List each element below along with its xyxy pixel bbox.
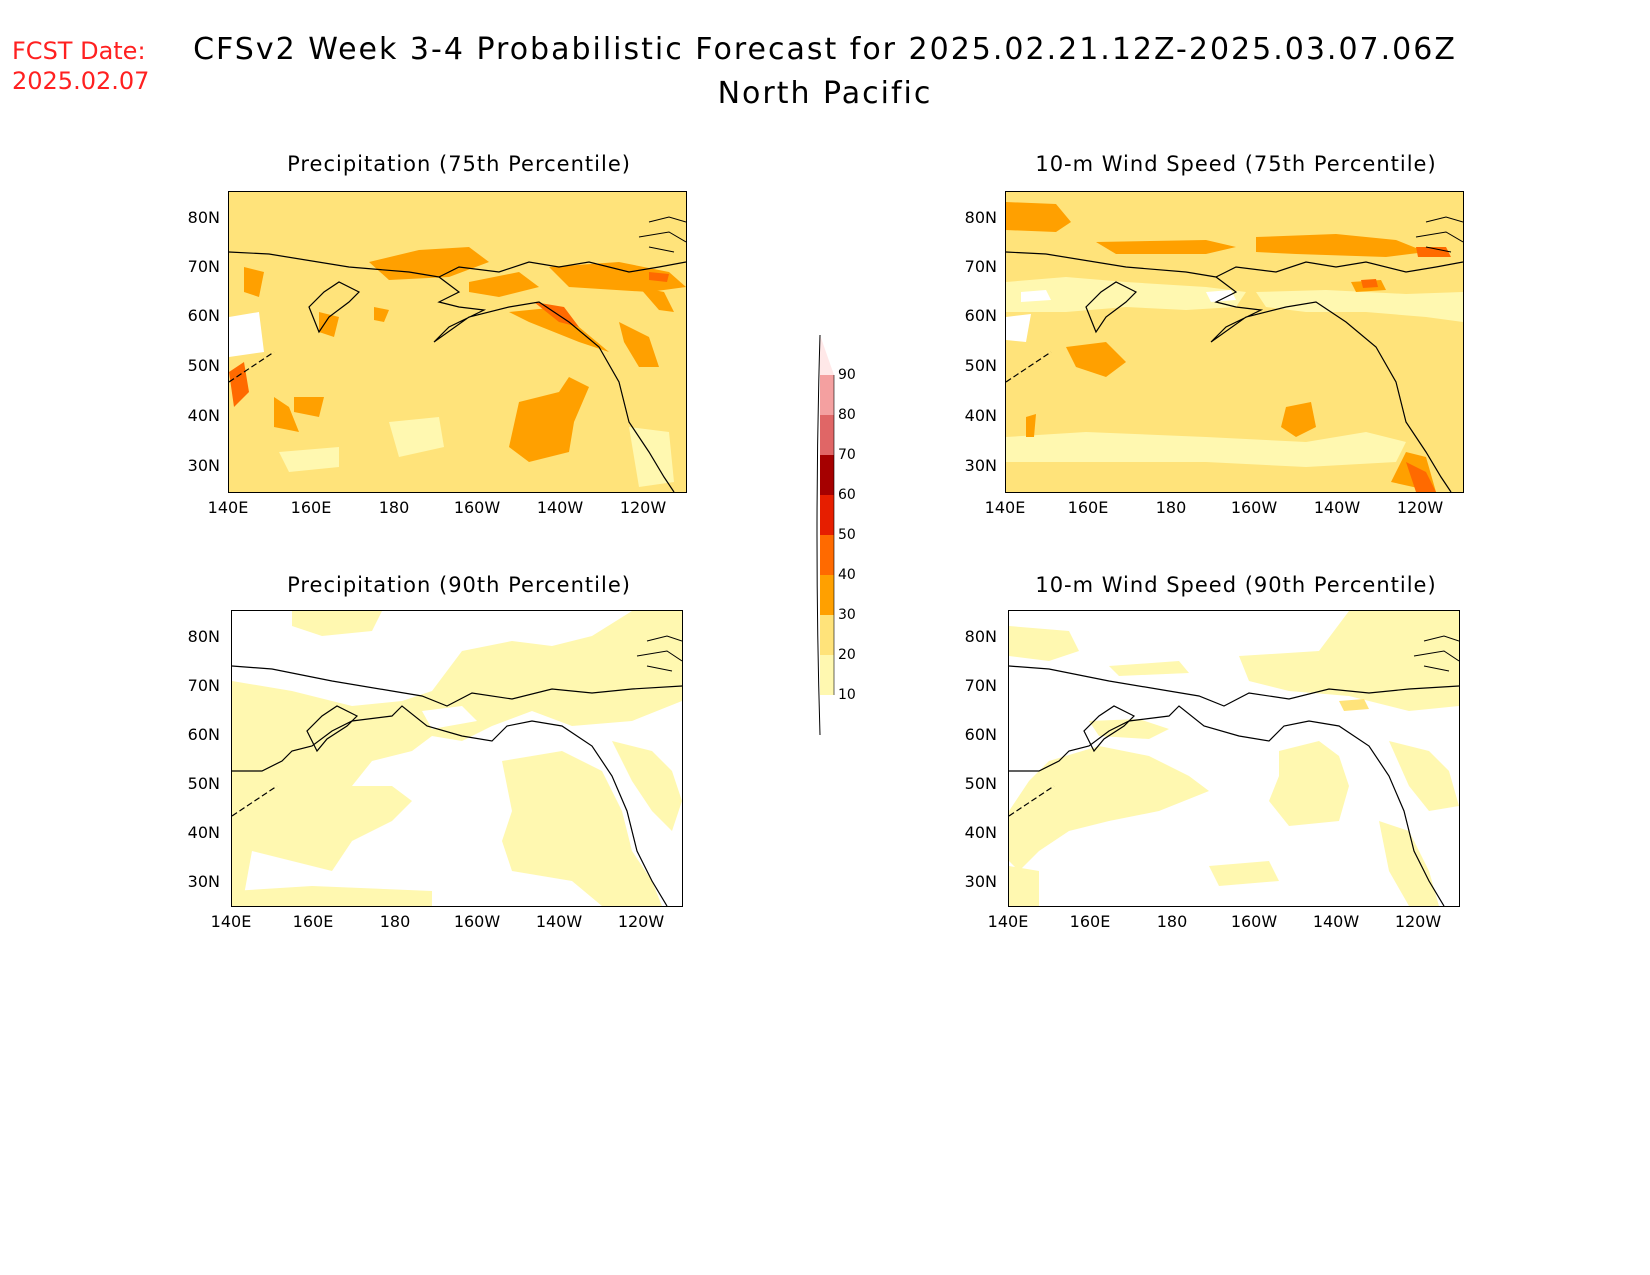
colorbar-label: 90 [838, 367, 856, 383]
lat-label: 40N [964, 406, 997, 425]
lat-label: 30N [187, 456, 220, 475]
lon-label: 160E [1067, 498, 1109, 517]
lon-label: 160W [1230, 498, 1278, 517]
lat-label: 30N [187, 872, 220, 891]
precip-75-map [229, 192, 686, 492]
colorbar-label: 60 [838, 487, 856, 503]
lon-label: 180 [1156, 912, 1188, 931]
panel-title: Precipitation (75th Percentile) [287, 152, 631, 176]
lat-label: 60N [187, 725, 220, 744]
lon-label: 140W [1312, 912, 1360, 931]
panel-title: 10-m Wind Speed (75th Percentile) [1035, 152, 1437, 176]
wind-75-map [1006, 192, 1463, 492]
precip-90-map [232, 611, 682, 906]
lon-label: 160E [292, 912, 334, 931]
forecast-date-label: FCST Date: [12, 37, 146, 65]
lon-label: 140E [207, 498, 249, 517]
lon-label: 180 [379, 912, 411, 931]
lon-label: 140W [535, 912, 583, 931]
colorbar-swatch-30-40 [820, 575, 834, 615]
lat-label: 40N [187, 823, 220, 842]
lat-label: 70N [187, 676, 220, 695]
lat-label: 70N [964, 676, 997, 695]
lon-label: 120W [1394, 912, 1442, 931]
lon-label: 120W [619, 498, 667, 517]
lon-label: 120W [1396, 498, 1444, 517]
map-area [228, 191, 687, 493]
lat-label: 80N [964, 627, 997, 646]
colorbar-label: 30 [838, 607, 856, 623]
colorbar-label: 70 [838, 447, 856, 463]
colorbar-swatch-50-60 [820, 495, 834, 535]
lat-label: 60N [964, 306, 997, 325]
colorbar-swatch-gt90 [820, 335, 834, 375]
lat-label: 50N [964, 774, 997, 793]
lat-label: 60N [964, 725, 997, 744]
lat-label: 40N [187, 406, 220, 425]
colorbar-label: 80 [838, 407, 856, 423]
lat-label: 50N [187, 774, 220, 793]
forecast-date-block: FCST Date: 2025.02.07 [12, 36, 149, 96]
lat-label: 80N [964, 208, 997, 227]
wind-90-map [1009, 611, 1459, 906]
colorbar-swatches [816, 335, 835, 735]
colorbar-swatch-40-50 [820, 535, 834, 575]
lon-label: 140E [984, 498, 1026, 517]
lat-label: 60N [187, 306, 220, 325]
lon-label: 160W [453, 498, 501, 517]
colorbar-swatch-10-20 [820, 655, 834, 695]
colorbar-swatch-20-30 [820, 615, 834, 655]
lat-label: 80N [187, 627, 220, 646]
lat-label: 70N [187, 257, 220, 276]
panel-title: Precipitation (90th Percentile) [287, 573, 631, 597]
lon-label: 140E [987, 912, 1029, 931]
colorbar-swatch-80-90 [820, 375, 834, 415]
lon-label: 140E [210, 912, 252, 931]
lon-label: 160E [290, 498, 332, 517]
panel-title: 10-m Wind Speed (90th Percentile) [1035, 573, 1437, 597]
lat-label: 30N [964, 456, 997, 475]
lat-label: 70N [964, 257, 997, 276]
map-area [1008, 610, 1460, 907]
map-area [1005, 191, 1464, 493]
lat-label: 40N [964, 823, 997, 842]
lon-label: 160W [453, 912, 501, 931]
colorbar-legend: 90 80 70 60 50 40 30 20 10 [800, 335, 870, 735]
forecast-date-value: 2025.02.07 [12, 67, 150, 95]
colorbar-swatch-lt10 [820, 695, 834, 735]
page-title: CFSv2 Week 3-4 Probabilistic Forecast fo… [193, 32, 1457, 67]
colorbar-swatch-60-70 [820, 455, 834, 495]
lat-label: 50N [964, 356, 997, 375]
colorbar-label: 20 [838, 647, 856, 663]
colorbar-label: 40 [838, 567, 856, 583]
lon-label: 180 [378, 498, 410, 517]
lat-label: 50N [187, 356, 220, 375]
lat-label: 30N [964, 872, 997, 891]
lon-label: 160E [1069, 912, 1111, 931]
lat-label: 80N [187, 208, 220, 227]
map-area [231, 610, 683, 907]
lon-label: 180 [1155, 498, 1187, 517]
colorbar-label: 10 [838, 687, 856, 703]
region-subtitle: North Pacific [717, 76, 933, 111]
colorbar-swatch-70-80 [820, 415, 834, 455]
lon-label: 140W [1313, 498, 1361, 517]
lon-label: 120W [617, 912, 665, 931]
lon-label: 140W [536, 498, 584, 517]
lon-label: 160W [1230, 912, 1278, 931]
colorbar-label: 50 [838, 527, 856, 543]
